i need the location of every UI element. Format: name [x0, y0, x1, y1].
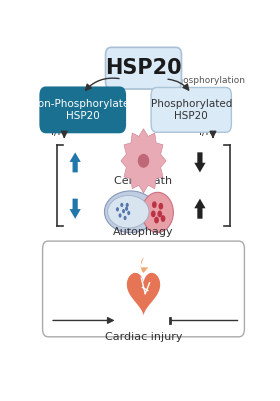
Circle shape: [125, 207, 128, 211]
Circle shape: [158, 203, 163, 210]
Ellipse shape: [108, 196, 149, 228]
Text: I/R: I/R: [51, 127, 65, 137]
Polygon shape: [140, 257, 148, 273]
Text: Autophagy: Autophagy: [113, 227, 174, 237]
Text: Phosphorylation: Phosphorylation: [172, 76, 245, 85]
Ellipse shape: [104, 191, 157, 233]
Circle shape: [151, 211, 156, 217]
Circle shape: [161, 215, 165, 222]
Circle shape: [122, 209, 125, 213]
Polygon shape: [69, 152, 81, 172]
FancyBboxPatch shape: [151, 87, 231, 132]
Text: Cardiac injury: Cardiac injury: [105, 332, 182, 342]
Polygon shape: [69, 198, 81, 219]
Circle shape: [116, 207, 119, 211]
Circle shape: [118, 213, 122, 218]
Circle shape: [154, 217, 159, 223]
Ellipse shape: [138, 154, 149, 168]
Polygon shape: [127, 273, 160, 316]
Circle shape: [152, 201, 157, 208]
Text: HSP20: HSP20: [105, 58, 182, 78]
Text: Phosphorylated
HSP20: Phosphorylated HSP20: [151, 99, 232, 121]
Circle shape: [123, 216, 127, 220]
Circle shape: [157, 211, 162, 217]
Polygon shape: [121, 129, 166, 193]
Circle shape: [126, 203, 129, 207]
Text: Cell Death: Cell Death: [115, 176, 172, 186]
Circle shape: [127, 211, 130, 215]
Ellipse shape: [142, 192, 173, 233]
Text: Non-Phosphorylated
HSP20: Non-Phosphorylated HSP20: [30, 99, 136, 121]
Circle shape: [120, 203, 123, 207]
FancyBboxPatch shape: [40, 87, 125, 132]
Polygon shape: [194, 152, 206, 172]
Text: I/R: I/R: [199, 127, 213, 137]
Polygon shape: [194, 198, 206, 219]
FancyBboxPatch shape: [106, 47, 181, 89]
